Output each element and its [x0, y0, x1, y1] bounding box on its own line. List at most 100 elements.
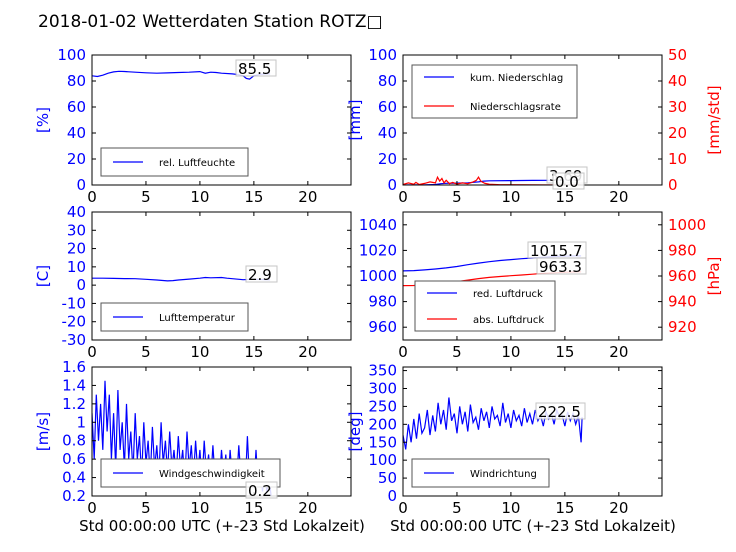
y-tick-label: 0 — [76, 276, 86, 294]
panel-windspeed: 0 5 10 15 200.20.40.60.811.21.41.6[m/s]Windg… — [34, 358, 352, 517]
y-tick-label: 80 — [378, 72, 397, 90]
x-tick-label: 10 — [190, 499, 209, 517]
y-tick-label: 960 — [368, 318, 397, 336]
x-tick-label: 20 — [609, 499, 628, 517]
legend: Windrichtung — [411, 458, 550, 488]
y-tick-label: 0 — [387, 487, 397, 505]
y-axis-label: [%] — [34, 107, 52, 133]
y-tick-label: 0.6 — [62, 450, 86, 468]
annotation-box — [245, 481, 278, 499]
annotation-label: 0.2 — [248, 482, 272, 500]
x-tick-label: 5 — [141, 343, 151, 361]
y-tick-label: 40 — [67, 124, 86, 142]
annotation-label: 1015.7 — [530, 242, 583, 260]
y-axis-label: [C] — [34, 265, 52, 287]
legend-box — [411, 458, 550, 488]
legend-label: Windgeschwindigkeit — [159, 469, 265, 480]
x-tick-label: 20 — [609, 343, 628, 361]
x-tick-label: 10 — [501, 499, 520, 517]
y-axis-label: [deg] — [346, 412, 364, 452]
y2-tick-label: 30 — [668, 98, 687, 116]
y-axis-label: [mm] — [346, 100, 364, 141]
x-tick-label: 0 — [398, 499, 408, 517]
y2-tick-label: 920 — [668, 318, 697, 336]
y2-tick-label: 980 — [668, 241, 697, 259]
x-tick-label: 0 — [87, 499, 97, 517]
y-tick-label: 980 — [368, 293, 397, 311]
y-tick-label: 20 — [67, 240, 86, 258]
x-tick-label: 20 — [298, 343, 317, 361]
x-tick-label: 15 — [244, 188, 263, 206]
y-tick-label: 20 — [67, 150, 86, 168]
y-tick-label: 60 — [67, 98, 86, 116]
y2-tick-label: 10 — [668, 150, 687, 168]
annotation-label: 0.0 — [555, 173, 579, 191]
legend-label: Windrichtung — [470, 469, 537, 480]
panel-humidity: 0 5 10 15 20 0 20 40 60 80 100 [%] rel. Luftfeuchte 8… — [34, 46, 352, 206]
y-tick-label: 1040 — [359, 216, 397, 234]
plot-frame — [402, 54, 663, 186]
y-tick-label: 150 — [368, 433, 397, 451]
annotation-box — [235, 59, 277, 77]
y-tick-label: 1000 — [359, 267, 397, 285]
value-annotation: 2.9 — [245, 265, 278, 284]
y-tick-label: 60 — [378, 98, 397, 116]
y2-axis-label: [mm/std] — [705, 85, 723, 154]
y-tick-label: -20 — [62, 313, 87, 331]
series-line-temperature-0 — [92, 276, 271, 282]
x-tick-label: 15 — [555, 499, 574, 517]
plot-frame — [402, 366, 663, 497]
x-tick-label: 5 — [452, 188, 462, 206]
legend-label: kum. Niederschlag — [470, 73, 563, 84]
series-line-winddirection-0 — [403, 397, 583, 450]
x-tick-label: 5 — [141, 188, 151, 206]
x-tick-label: 15 — [244, 343, 263, 361]
figure-title: 2018-01-02 Wetterdaten Station ROTZ□ — [38, 12, 383, 32]
legend-box — [414, 280, 556, 332]
y-tick-label: 40 — [67, 203, 86, 221]
panel-temperature: 0 5 10 15 20-30-20-10010203040[C]Lufttempera… — [34, 203, 352, 361]
x-tick-label: 15 — [555, 188, 574, 206]
y-tick-label: 100 — [57, 46, 86, 64]
x-tick-label: 20 — [609, 188, 628, 206]
legend-label: red. Luftdruck — [473, 289, 543, 300]
y2-axis-label: [hPa] — [705, 257, 723, 296]
panel-pressure: 0 5 10 15 20 960 980 1000 1020 1040 920 940 960 980 10… — [359, 211, 723, 361]
y-tick-label: 250 — [368, 397, 397, 415]
legend: Lufttemperatur — [100, 302, 249, 332]
value-annotation: 1015.7 — [527, 241, 587, 260]
y-tick-label: 200 — [368, 415, 397, 433]
y-tick-label: 1.2 — [62, 395, 86, 413]
x-tick-label: 0 — [87, 343, 97, 361]
y-tick-label: 1020 — [359, 241, 397, 259]
x-tick-label: 20 — [298, 499, 317, 517]
y-tick-label: -30 — [62, 331, 87, 349]
annotation-label: 2.9 — [248, 266, 272, 284]
panel-precipitation: 0 5 10 15 20 0 20 40 60 80 100 0 10 20 30 40 50 [mm] [mm/s… — [346, 46, 723, 206]
y-tick-label: 80 — [67, 72, 86, 90]
x-tick-label: 15 — [244, 499, 263, 517]
x-tick-label: 10 — [190, 343, 209, 361]
y2-tick-label: 40 — [668, 72, 687, 90]
legend-box — [411, 64, 578, 119]
y-tick-label: 50 — [378, 469, 397, 487]
value-annotation: 963.3 — [536, 257, 587, 276]
y-tick-label: 0.4 — [62, 469, 86, 487]
plot-frame — [91, 54, 352, 186]
y-tick-label: 20 — [378, 150, 397, 168]
legend-label: rel. Luftfeuchte — [159, 158, 235, 169]
x-tick-label: 5 — [452, 499, 462, 517]
y-tick-label: 300 — [368, 380, 397, 398]
plot-frame — [91, 211, 352, 341]
plot-frame — [91, 366, 352, 497]
y-tick-label: 100 — [368, 46, 397, 64]
annotation-label: 85.5 — [238, 60, 271, 78]
y-tick-label: 0 — [387, 176, 397, 194]
y2-tick-label: 960 — [668, 267, 697, 285]
y-tick-label: 1.4 — [62, 376, 86, 394]
x-tick-label: 0 — [87, 188, 97, 206]
y-tick-label: 100 — [368, 451, 397, 469]
panel-winddirection: 0 5 10 15 20050100150200250300350[deg]Windri… — [346, 362, 663, 517]
x-axis-label-left: Std 00:00:00 UTC (+-23 Std Lokalzeit) — [79, 517, 365, 535]
annotation-box — [535, 402, 586, 420]
